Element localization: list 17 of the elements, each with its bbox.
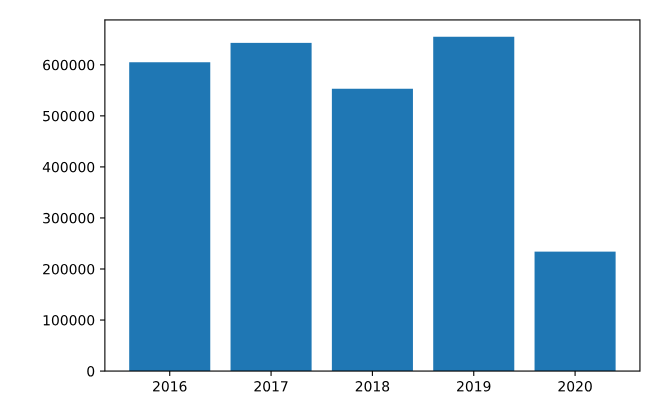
bar xyxy=(332,88,413,372)
x-tick-label: 2017 xyxy=(254,381,288,392)
bar xyxy=(129,62,210,372)
y-tick-label: 300000 xyxy=(43,212,94,224)
y-tick-label: 600000 xyxy=(43,60,94,70)
bar xyxy=(433,36,514,372)
y-tick-label: 100000 xyxy=(44,315,94,326)
y-tick-label: 200000 xyxy=(43,264,94,274)
x-tick-label: 2018 xyxy=(356,381,390,392)
y-tick-label: 400000 xyxy=(42,162,94,172)
x-tick-label: 2020 xyxy=(558,381,592,392)
y-tick-label: 500000 xyxy=(43,110,94,122)
y-tick-label: 0 xyxy=(87,366,94,377)
x-tick-label: 2019 xyxy=(457,381,490,392)
bar xyxy=(534,252,616,372)
bar xyxy=(230,42,312,372)
x-tick-label: 2016 xyxy=(153,381,187,392)
